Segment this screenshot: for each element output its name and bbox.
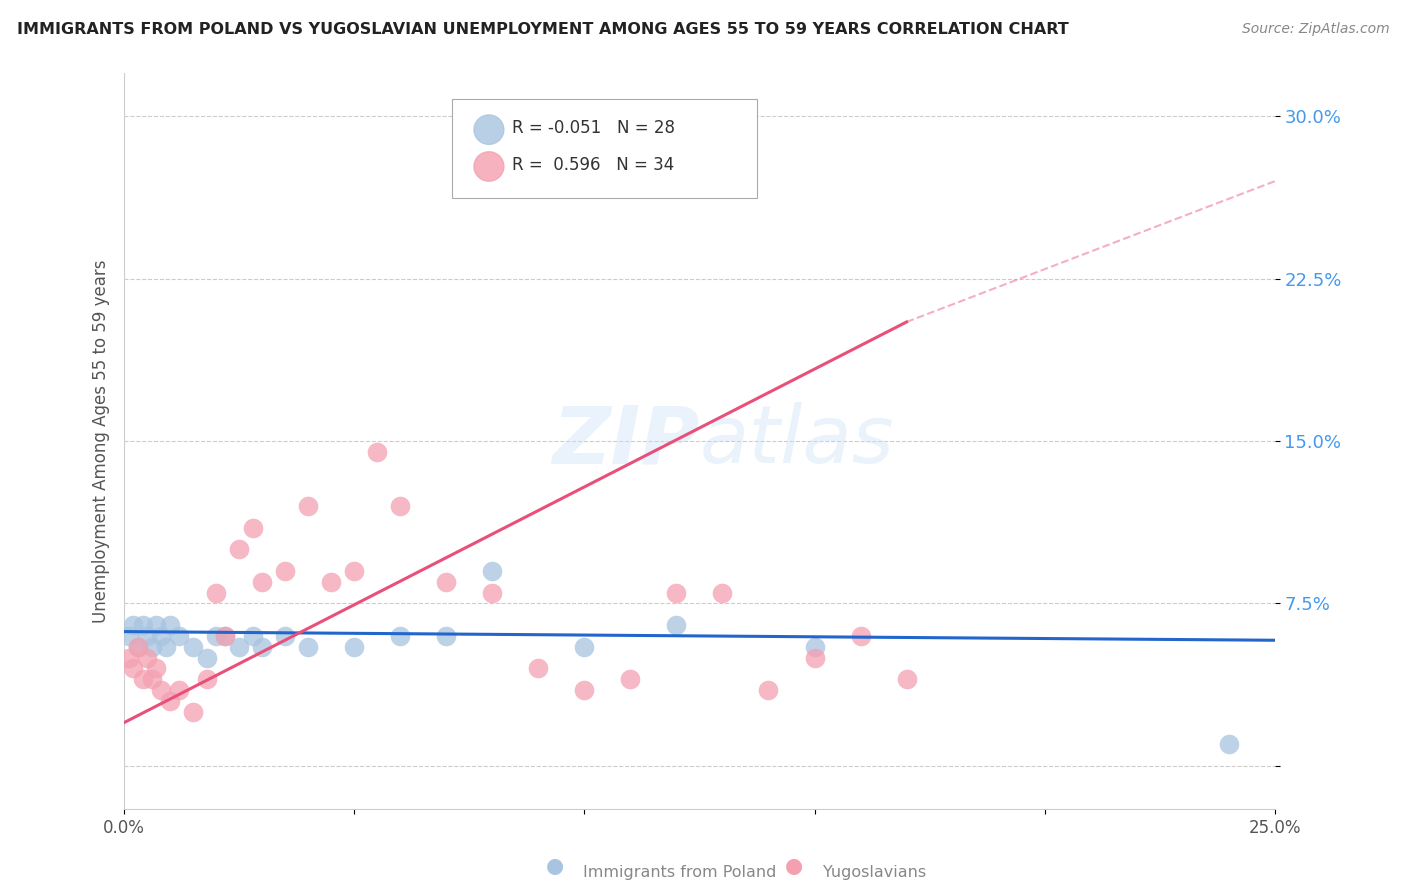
Text: ●: ● xyxy=(547,856,564,876)
Point xyxy=(481,585,503,599)
Point xyxy=(169,683,191,698)
Point xyxy=(122,661,145,675)
Point xyxy=(181,705,204,719)
Point xyxy=(145,618,167,632)
Point xyxy=(297,499,319,513)
Point xyxy=(228,542,250,557)
Point xyxy=(141,640,163,654)
Point xyxy=(896,672,918,686)
Ellipse shape xyxy=(474,115,503,145)
Point xyxy=(434,574,457,589)
Point xyxy=(169,629,191,643)
Point xyxy=(131,618,153,632)
Point xyxy=(389,499,412,513)
Point xyxy=(574,683,596,698)
Point xyxy=(389,629,412,643)
Point xyxy=(242,521,264,535)
Point xyxy=(181,640,204,654)
FancyBboxPatch shape xyxy=(453,99,756,198)
Point xyxy=(274,564,297,578)
Text: R = -0.051   N = 28: R = -0.051 N = 28 xyxy=(512,120,675,137)
Point xyxy=(665,618,688,632)
Ellipse shape xyxy=(474,152,503,181)
Point xyxy=(195,650,218,665)
Point xyxy=(434,629,457,643)
Point xyxy=(205,629,228,643)
Text: ●: ● xyxy=(786,856,803,876)
Y-axis label: Unemployment Among Ages 55 to 59 years: Unemployment Among Ages 55 to 59 years xyxy=(93,260,110,623)
Point xyxy=(122,618,145,632)
Text: R =  0.596   N = 34: R = 0.596 N = 34 xyxy=(512,156,675,174)
Point xyxy=(214,629,236,643)
Point xyxy=(136,629,159,643)
Point xyxy=(159,618,181,632)
Point xyxy=(711,585,734,599)
Point xyxy=(145,661,167,675)
Point xyxy=(205,585,228,599)
Point xyxy=(321,574,343,589)
Point xyxy=(136,650,159,665)
Point xyxy=(127,640,149,654)
Point xyxy=(343,640,366,654)
Point xyxy=(619,672,641,686)
Point xyxy=(574,640,596,654)
Point xyxy=(274,629,297,643)
Point xyxy=(343,564,366,578)
Point xyxy=(214,629,236,643)
Point xyxy=(252,574,274,589)
Point xyxy=(118,629,141,643)
Text: IMMIGRANTS FROM POLAND VS YUGOSLAVIAN UNEMPLOYMENT AMONG AGES 55 TO 59 YEARS COR: IMMIGRANTS FROM POLAND VS YUGOSLAVIAN UN… xyxy=(17,22,1069,37)
Point xyxy=(366,445,388,459)
Point xyxy=(159,694,181,708)
Point xyxy=(150,629,173,643)
Point xyxy=(758,683,780,698)
Point xyxy=(242,629,264,643)
Point xyxy=(803,640,825,654)
Point xyxy=(118,650,141,665)
Point xyxy=(155,640,177,654)
Point xyxy=(481,564,503,578)
Point xyxy=(527,661,550,675)
Point xyxy=(252,640,274,654)
Point xyxy=(665,585,688,599)
Point xyxy=(131,672,153,686)
Point xyxy=(1218,737,1240,751)
Point xyxy=(849,629,872,643)
Point xyxy=(228,640,250,654)
Text: Immigrants from Poland: Immigrants from Poland xyxy=(583,865,778,880)
Text: Yugoslavians: Yugoslavians xyxy=(823,865,925,880)
Point xyxy=(141,672,163,686)
Point xyxy=(150,683,173,698)
Point xyxy=(803,650,825,665)
Point xyxy=(297,640,319,654)
Text: Source: ZipAtlas.com: Source: ZipAtlas.com xyxy=(1241,22,1389,37)
Point xyxy=(195,672,218,686)
Text: atlas: atlas xyxy=(699,402,894,480)
Point xyxy=(127,640,149,654)
Text: ZIP: ZIP xyxy=(553,402,699,480)
